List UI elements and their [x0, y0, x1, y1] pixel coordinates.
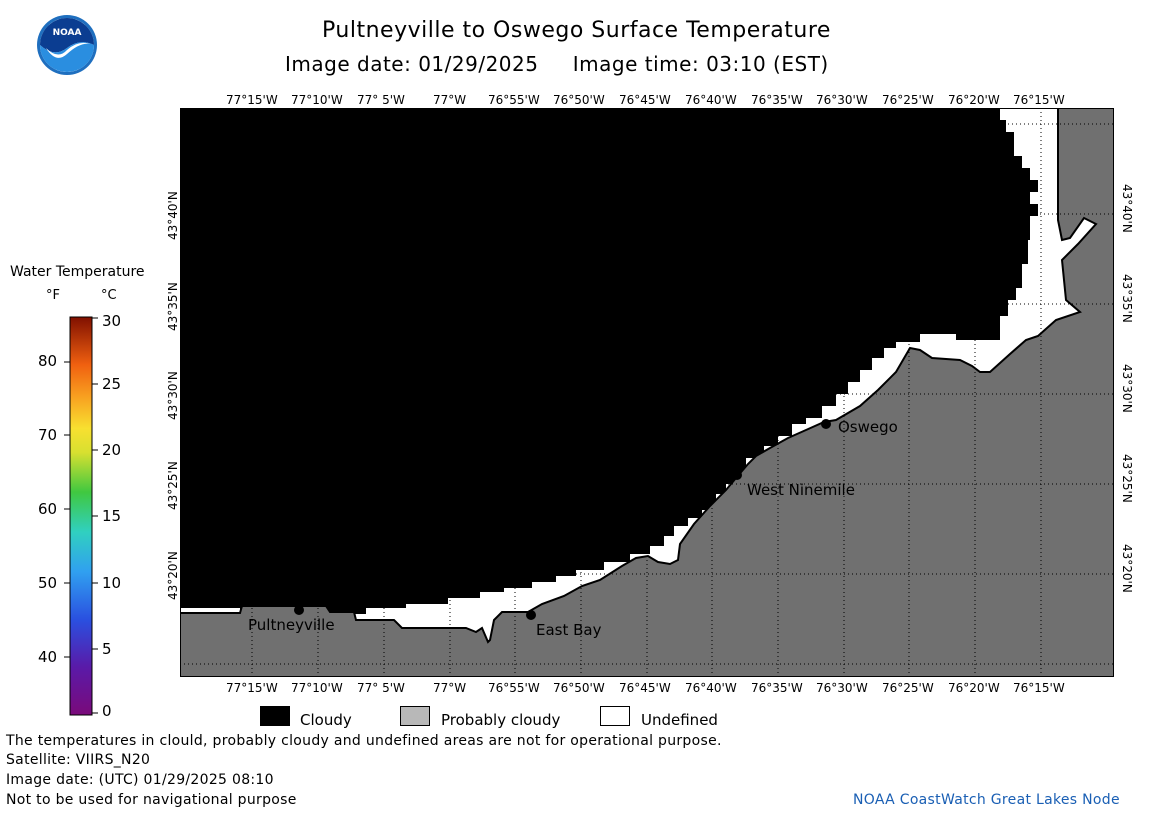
- place-label-oswego: Oswego: [838, 418, 898, 436]
- land-area: [180, 108, 1114, 677]
- lon-label: 77° 5'W: [357, 681, 405, 695]
- c-tick-label: 10: [102, 574, 122, 592]
- c-tick-label: 25: [102, 375, 122, 393]
- place-label-west-ninemile: West Ninemile: [747, 481, 855, 499]
- lon-label: 76°30'W: [816, 93, 868, 107]
- cloudy-label: Cloudy: [300, 711, 352, 729]
- undefined-label: Undefined: [641, 711, 718, 729]
- lat-label: 43°20'N: [1120, 544, 1134, 593]
- map-subtitle: Image date: 01/29/2025 Image time: 03:10…: [285, 52, 829, 76]
- cloudy-swatch: [260, 706, 290, 726]
- f-tick-label: 70: [38, 426, 58, 444]
- place-marker-east-bay: [526, 610, 536, 620]
- lon-label: 77° 5'W: [357, 93, 405, 107]
- lon-label: 77°15'W: [226, 93, 278, 107]
- f-tick-label: 80: [38, 352, 58, 370]
- lon-label: 76°40'W: [685, 681, 737, 695]
- lon-label: 76°50'W: [553, 681, 605, 695]
- map-title: Pultneyville to Oswego Surface Temperatu…: [322, 18, 831, 43]
- c-tick-label: 15: [102, 507, 122, 525]
- image-time: 03:10 (EST): [706, 52, 829, 76]
- place-marker-west-ninemile: [732, 470, 742, 480]
- lon-label: 77°W: [433, 681, 467, 695]
- lon-label: 76°25'W: [882, 681, 934, 695]
- lon-label: 76°30'W: [816, 681, 868, 695]
- lat-label: 43°25'N: [1120, 454, 1134, 503]
- f-tick-label: 50: [38, 574, 58, 592]
- f-tick-label: 60: [38, 500, 58, 518]
- map-panel: [180, 108, 1114, 677]
- lon-label: 76°20'W: [948, 93, 1000, 107]
- lat-label: 43°40'N: [1120, 184, 1134, 233]
- lat-label: 43°35'N: [1120, 274, 1134, 323]
- lon-label: 77°W: [433, 93, 467, 107]
- footer-satellite: Satellite: VIIRS_N20: [6, 752, 151, 768]
- lon-label: 76°35'W: [751, 93, 803, 107]
- place-label-east-bay: East Bay: [536, 621, 602, 639]
- footer-navigation-warning: Not to be used for navigational purpose: [6, 792, 297, 808]
- legend-title: Water Temperature: [10, 264, 145, 280]
- lon-label: 76°15'W: [1013, 93, 1065, 107]
- legend-unit-c: °C: [101, 288, 117, 303]
- lon-label: 76°55'W: [488, 93, 540, 107]
- probably-cloudy-swatch: [400, 706, 430, 726]
- lon-label: 77°15'W: [226, 681, 278, 695]
- logo-text: NOAA: [53, 28, 82, 38]
- lat-label: 43°25'N: [166, 461, 180, 510]
- lon-label: 76°50'W: [553, 93, 605, 107]
- lat-label: 43°20'N: [166, 551, 180, 600]
- lon-label: 76°25'W: [882, 93, 934, 107]
- lat-label: 43°30'N: [1120, 364, 1134, 413]
- c-tick-label: 20: [102, 441, 122, 459]
- lon-label: 77°10'W: [291, 681, 343, 695]
- graticule: [180, 108, 1114, 677]
- image-date: 01/29/2025: [418, 52, 539, 76]
- cloud-mask: [180, 108, 1038, 614]
- lat-label: 43°40'N: [166, 191, 180, 240]
- lon-label: 76°35'W: [751, 681, 803, 695]
- lat-label: 43°30'N: [166, 371, 180, 420]
- probably-cloudy-label: Probably cloudy: [441, 711, 561, 729]
- place-marker-pultneyville: [294, 605, 304, 615]
- lon-label: 77°10'W: [291, 93, 343, 107]
- c-tick-label: 5: [102, 640, 112, 658]
- map-frame: [180, 108, 1114, 677]
- f-tick-label: 40: [38, 648, 58, 666]
- c-tick-label: 0: [102, 702, 112, 720]
- legend-unit-f: °F: [46, 288, 60, 303]
- place-marker-oswego: [821, 419, 831, 429]
- footer-utc-date: Image date: (UTC) 01/29/2025 08:10: [6, 772, 274, 788]
- temperature-colorbar: [64, 316, 98, 716]
- footer-disclaimer: The temperatures in clould, probably clo…: [6, 733, 722, 749]
- lon-label: 76°20'W: [948, 681, 1000, 695]
- place-label-pultneyville: Pultneyville: [248, 616, 335, 634]
- lon-label: 76°15'W: [1013, 681, 1065, 695]
- lat-label: 43°35'N: [166, 282, 180, 331]
- lon-label: 76°45'W: [619, 93, 671, 107]
- lon-label: 76°40'W: [685, 93, 737, 107]
- noaa-logo: NOAA: [37, 15, 97, 75]
- lon-label: 76°55'W: [488, 681, 540, 695]
- lon-label: 76°45'W: [619, 681, 671, 695]
- c-tick-label: 30: [102, 312, 122, 330]
- footer-credit: NOAA CoastWatch Great Lakes Node: [853, 792, 1120, 808]
- undefined-swatch: [600, 706, 630, 726]
